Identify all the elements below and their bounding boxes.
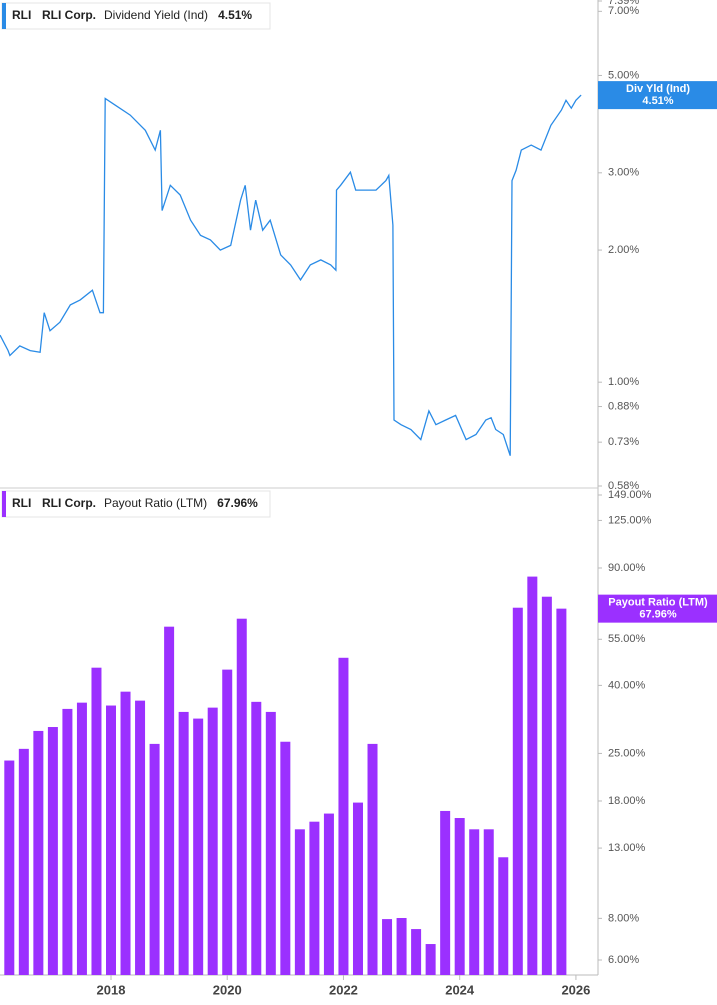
y-tick-label: 40.00% [608, 679, 646, 691]
bar [222, 669, 233, 975]
bar [323, 813, 334, 975]
legend-swatch [2, 491, 6, 517]
bar [236, 618, 247, 975]
tag-title: Div Yld (Ind) [626, 83, 690, 95]
legend-ticker: RLI [12, 8, 31, 22]
bar [541, 596, 552, 975]
bar [382, 919, 393, 975]
bar [62, 708, 73, 975]
bar [411, 929, 422, 975]
bar [352, 802, 363, 975]
y-tick-label: 18.00% [608, 795, 646, 807]
bar [91, 667, 102, 975]
legend-swatch [2, 3, 6, 29]
value-tag [598, 81, 717, 110]
bar [512, 607, 523, 975]
y-tick-label: 0.58% [608, 480, 639, 492]
tag-title: Payout Ratio (LTM) [608, 597, 708, 609]
bar [294, 829, 305, 975]
bar [367, 743, 378, 975]
tag-value: 67.96% [639, 609, 677, 621]
bar [178, 711, 189, 975]
y-tick-label: 1.00% [608, 376, 639, 388]
bar [33, 730, 44, 975]
x-tick-label: 2026 [561, 982, 590, 997]
bar [338, 657, 349, 975]
bar [47, 727, 58, 975]
legend-company: RLI Corp. [42, 496, 96, 510]
bar [207, 707, 218, 975]
legend-box [1, 2, 271, 30]
bar [120, 691, 131, 975]
bar [164, 626, 175, 975]
y-tick-label: 7.00% [608, 5, 639, 17]
bar [309, 821, 320, 975]
y-tick-label: 8.00% [608, 912, 639, 924]
bar [149, 743, 160, 975]
x-tick-label: 2020 [213, 982, 242, 997]
x-tick-label: 2018 [97, 982, 126, 997]
y-tick-label: 149.00% [608, 489, 652, 501]
value-tag [598, 594, 717, 623]
bar [396, 918, 407, 975]
bar [425, 944, 436, 975]
legend-ticker: RLI [12, 496, 31, 510]
y-tick-label: 13.00% [608, 842, 646, 854]
bar [498, 857, 509, 975]
bar [4, 760, 15, 975]
y-tick-label: 55.00% [608, 633, 646, 645]
x-tick-label: 2024 [445, 982, 475, 997]
tag-value: 4.51% [642, 95, 673, 107]
bar [483, 829, 494, 975]
y-tick-label: 7.39% [608, 0, 639, 7]
bar [265, 711, 276, 975]
y-tick-label: 0.88% [608, 400, 639, 412]
y-tick-label: 6.00% [608, 954, 639, 966]
bar [440, 810, 451, 975]
bar [280, 741, 291, 975]
legend-series: Dividend Yield (Ind) [104, 8, 208, 22]
bar [193, 718, 204, 975]
bar [76, 702, 87, 975]
legend-legend-value: 67.96% [217, 496, 258, 510]
bar [18, 748, 29, 975]
y-tick-label: 90.00% [608, 562, 646, 574]
legend-legend-value: 4.51% [218, 8, 252, 22]
y-tick-label: 0.73% [608, 436, 639, 448]
bar [454, 818, 465, 975]
legend-company: RLI Corp. [42, 8, 96, 22]
y-tick-label: 3.00% [608, 167, 639, 179]
yield-line [0, 94, 582, 456]
bar [469, 829, 480, 975]
y-tick-label: 125.00% [608, 514, 652, 526]
x-tick-label: 2022 [329, 982, 358, 997]
y-tick-label: 5.00% [608, 69, 639, 81]
bar [527, 576, 538, 975]
y-tick-label: 2.00% [608, 244, 639, 256]
bar [556, 608, 567, 975]
bar [105, 705, 116, 975]
legend-box [1, 490, 271, 518]
bar [135, 700, 146, 975]
legend-series: Payout Ratio (LTM) [104, 496, 207, 510]
y-tick-label: 25.00% [608, 747, 646, 759]
bar [251, 701, 262, 975]
